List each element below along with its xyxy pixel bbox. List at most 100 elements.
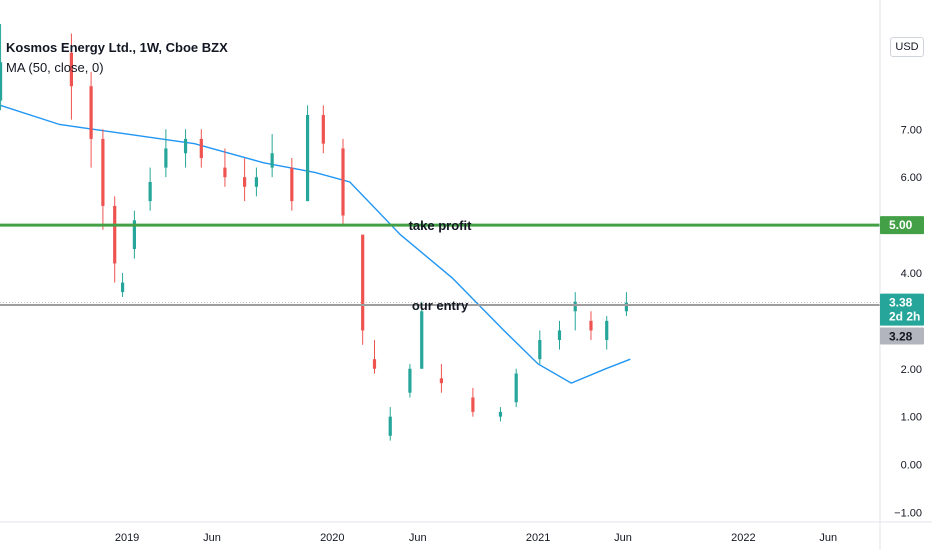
y-tick-label: 0.00	[901, 460, 922, 472]
candle	[439, 363, 444, 393]
candle-body	[199, 138, 203, 159]
candle-body	[589, 320, 593, 331]
candle-body	[270, 153, 274, 168]
candle	[89, 71, 93, 168]
candle-body	[605, 320, 609, 341]
candle	[183, 129, 188, 168]
candle	[538, 330, 542, 364]
candle	[605, 316, 609, 350]
x-tick-label: Jun	[203, 532, 221, 544]
y-tick-label: 4.00	[901, 268, 922, 280]
candle-body	[148, 181, 152, 202]
candle-body	[498, 411, 503, 417]
take-profit-badge-bg	[880, 216, 924, 235]
candle	[101, 129, 105, 230]
x-tick-label: 2020	[320, 532, 344, 544]
candle-body	[89, 86, 93, 139]
candle	[471, 387, 475, 417]
candle	[223, 148, 227, 187]
candle-body	[341, 148, 345, 216]
candle-body	[132, 220, 136, 250]
candle	[361, 234, 365, 345]
candle-body	[514, 373, 518, 403]
chart-title: Kosmos Energy Ltd., 1W, Cboe BZX	[6, 40, 228, 55]
candle-body	[538, 340, 542, 360]
last-price-badge-text: 3.38	[889, 296, 913, 310]
candle-body	[254, 177, 259, 187]
take-profit-badge: 5.00	[880, 216, 924, 235]
candle	[243, 158, 247, 202]
candle-body	[573, 301, 577, 312]
candle-body	[305, 114, 310, 202]
last-price-badge-bg	[880, 293, 924, 326]
x-tick-label: 2019	[115, 532, 139, 544]
chart-legend: Kosmos Energy Ltd., 1W, Cboe BZX MA (50,…	[6, 38, 228, 78]
candle	[290, 158, 294, 211]
candle-body	[388, 416, 392, 436]
candle-body	[120, 282, 125, 293]
ma-line	[0, 104, 631, 384]
candle-body	[557, 330, 562, 341]
candle	[164, 129, 168, 178]
y-tick-label: 1.00	[901, 412, 922, 424]
x-tick-label: Jun	[409, 532, 427, 544]
candle	[69, 33, 74, 120]
indicator-label: MA (50, close, 0)	[6, 60, 104, 75]
x-tick-label: 2021	[526, 532, 550, 544]
y-tick-label: 7.00	[901, 124, 922, 136]
candle-body	[471, 397, 475, 412]
candle	[388, 407, 392, 441]
candle	[254, 167, 259, 197]
candle	[305, 105, 310, 202]
x-tick-label: Jun	[614, 532, 632, 544]
candle	[148, 167, 152, 211]
horizontal-lines-layer: take profit our entry	[0, 218, 880, 313]
candle	[589, 311, 593, 341]
candle	[341, 138, 345, 226]
candle-body	[101, 138, 105, 206]
candle	[557, 320, 562, 350]
x-tick-label: 2022	[731, 532, 755, 544]
candle-body	[290, 167, 294, 202]
candle-body	[113, 205, 117, 264]
candle	[408, 363, 412, 398]
y-tick-label: −1.00	[894, 507, 922, 519]
candle-body	[69, 52, 74, 87]
candle-body	[439, 378, 444, 384]
candle	[199, 129, 203, 168]
candle	[0, 23, 3, 111]
candles-layer	[0, 23, 629, 441]
take-profit-badge-text: 5.00	[889, 218, 913, 232]
candle	[120, 272, 125, 297]
candle-body	[164, 148, 168, 168]
entry-badge: 3.28	[880, 327, 924, 345]
candle	[514, 368, 518, 408]
entry-badge-bg	[880, 327, 924, 345]
entry-badge-text: 3.28	[889, 329, 913, 343]
candle-body	[408, 368, 412, 393]
ma-layer	[0, 104, 631, 384]
candle	[132, 210, 136, 259]
y-tick-label: 2.00	[901, 364, 922, 376]
candle-body	[624, 302, 629, 312]
candle	[321, 105, 325, 154]
candle	[113, 196, 117, 283]
x-tick-label: Jun	[819, 532, 837, 544]
candle-body	[183, 138, 188, 154]
candle	[420, 301, 424, 369]
candle-body	[243, 177, 247, 187]
candle	[372, 340, 377, 374]
last-price-badge-text: 2d 2h	[889, 310, 920, 324]
currency-button[interactable]: USD	[890, 37, 924, 57]
entry-label: our entry	[412, 298, 469, 313]
candle-body	[420, 311, 424, 369]
candle	[498, 407, 503, 422]
candle-body	[321, 114, 325, 144]
candle-body	[223, 167, 227, 178]
candle	[270, 134, 274, 178]
take-profit-label: take profit	[409, 218, 473, 233]
